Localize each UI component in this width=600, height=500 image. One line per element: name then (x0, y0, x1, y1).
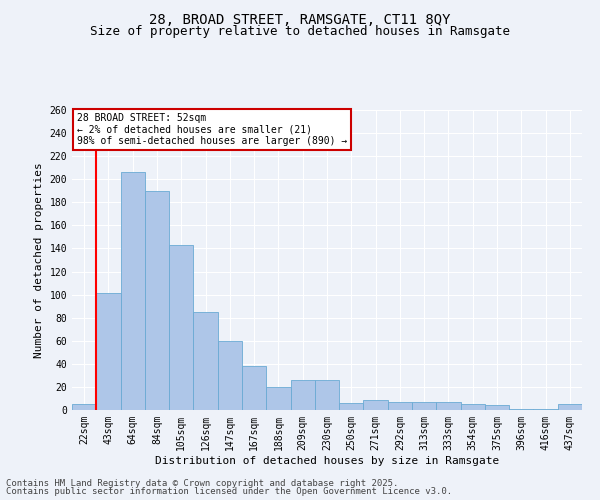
Text: Contains HM Land Registry data © Crown copyright and database right 2025.: Contains HM Land Registry data © Crown c… (6, 478, 398, 488)
Text: Size of property relative to detached houses in Ramsgate: Size of property relative to detached ho… (90, 25, 510, 38)
Bar (169, 245, 193, 410)
Bar (436, 402, 461, 410)
X-axis label: Distribution of detached houses by size in Ramsgate: Distribution of detached houses by size … (155, 456, 499, 466)
Bar (266, 387, 290, 410)
Bar (96, 294, 121, 410)
Bar (509, 409, 533, 410)
Bar (290, 380, 315, 410)
Bar (218, 341, 242, 410)
Bar (315, 380, 339, 410)
Bar (485, 406, 509, 410)
Bar (121, 172, 145, 410)
Bar (339, 403, 364, 410)
Y-axis label: Number of detached properties: Number of detached properties (34, 162, 44, 358)
Bar (145, 191, 169, 410)
Bar (193, 312, 218, 410)
Bar (558, 404, 582, 410)
Bar (533, 409, 558, 410)
Bar (388, 402, 412, 410)
Text: 28 BROAD STREET: 52sqm
← 2% of detached houses are smaller (21)
98% of semi-deta: 28 BROAD STREET: 52sqm ← 2% of detached … (77, 113, 347, 146)
Bar (364, 400, 388, 410)
Bar (72, 404, 96, 410)
Text: Contains public sector information licensed under the Open Government Licence v3: Contains public sector information licen… (6, 487, 452, 496)
Bar (461, 404, 485, 410)
Bar (412, 402, 436, 410)
Bar (242, 366, 266, 410)
Text: 28, BROAD STREET, RAMSGATE, CT11 8QY: 28, BROAD STREET, RAMSGATE, CT11 8QY (149, 12, 451, 26)
